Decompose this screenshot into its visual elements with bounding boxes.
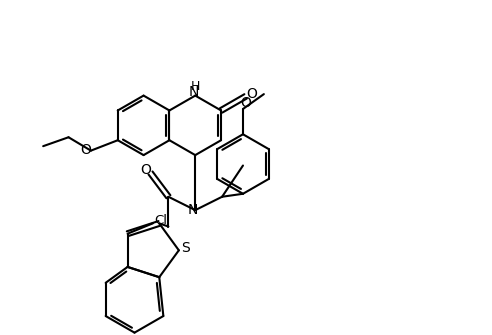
Text: N: N xyxy=(188,203,198,217)
Text: N: N xyxy=(189,85,199,98)
Text: O: O xyxy=(140,163,151,177)
Text: H: H xyxy=(190,80,200,93)
Text: O: O xyxy=(246,87,257,102)
Text: O: O xyxy=(81,143,92,157)
Text: Cl: Cl xyxy=(154,214,167,227)
Text: O: O xyxy=(241,96,251,110)
Text: S: S xyxy=(182,241,190,255)
